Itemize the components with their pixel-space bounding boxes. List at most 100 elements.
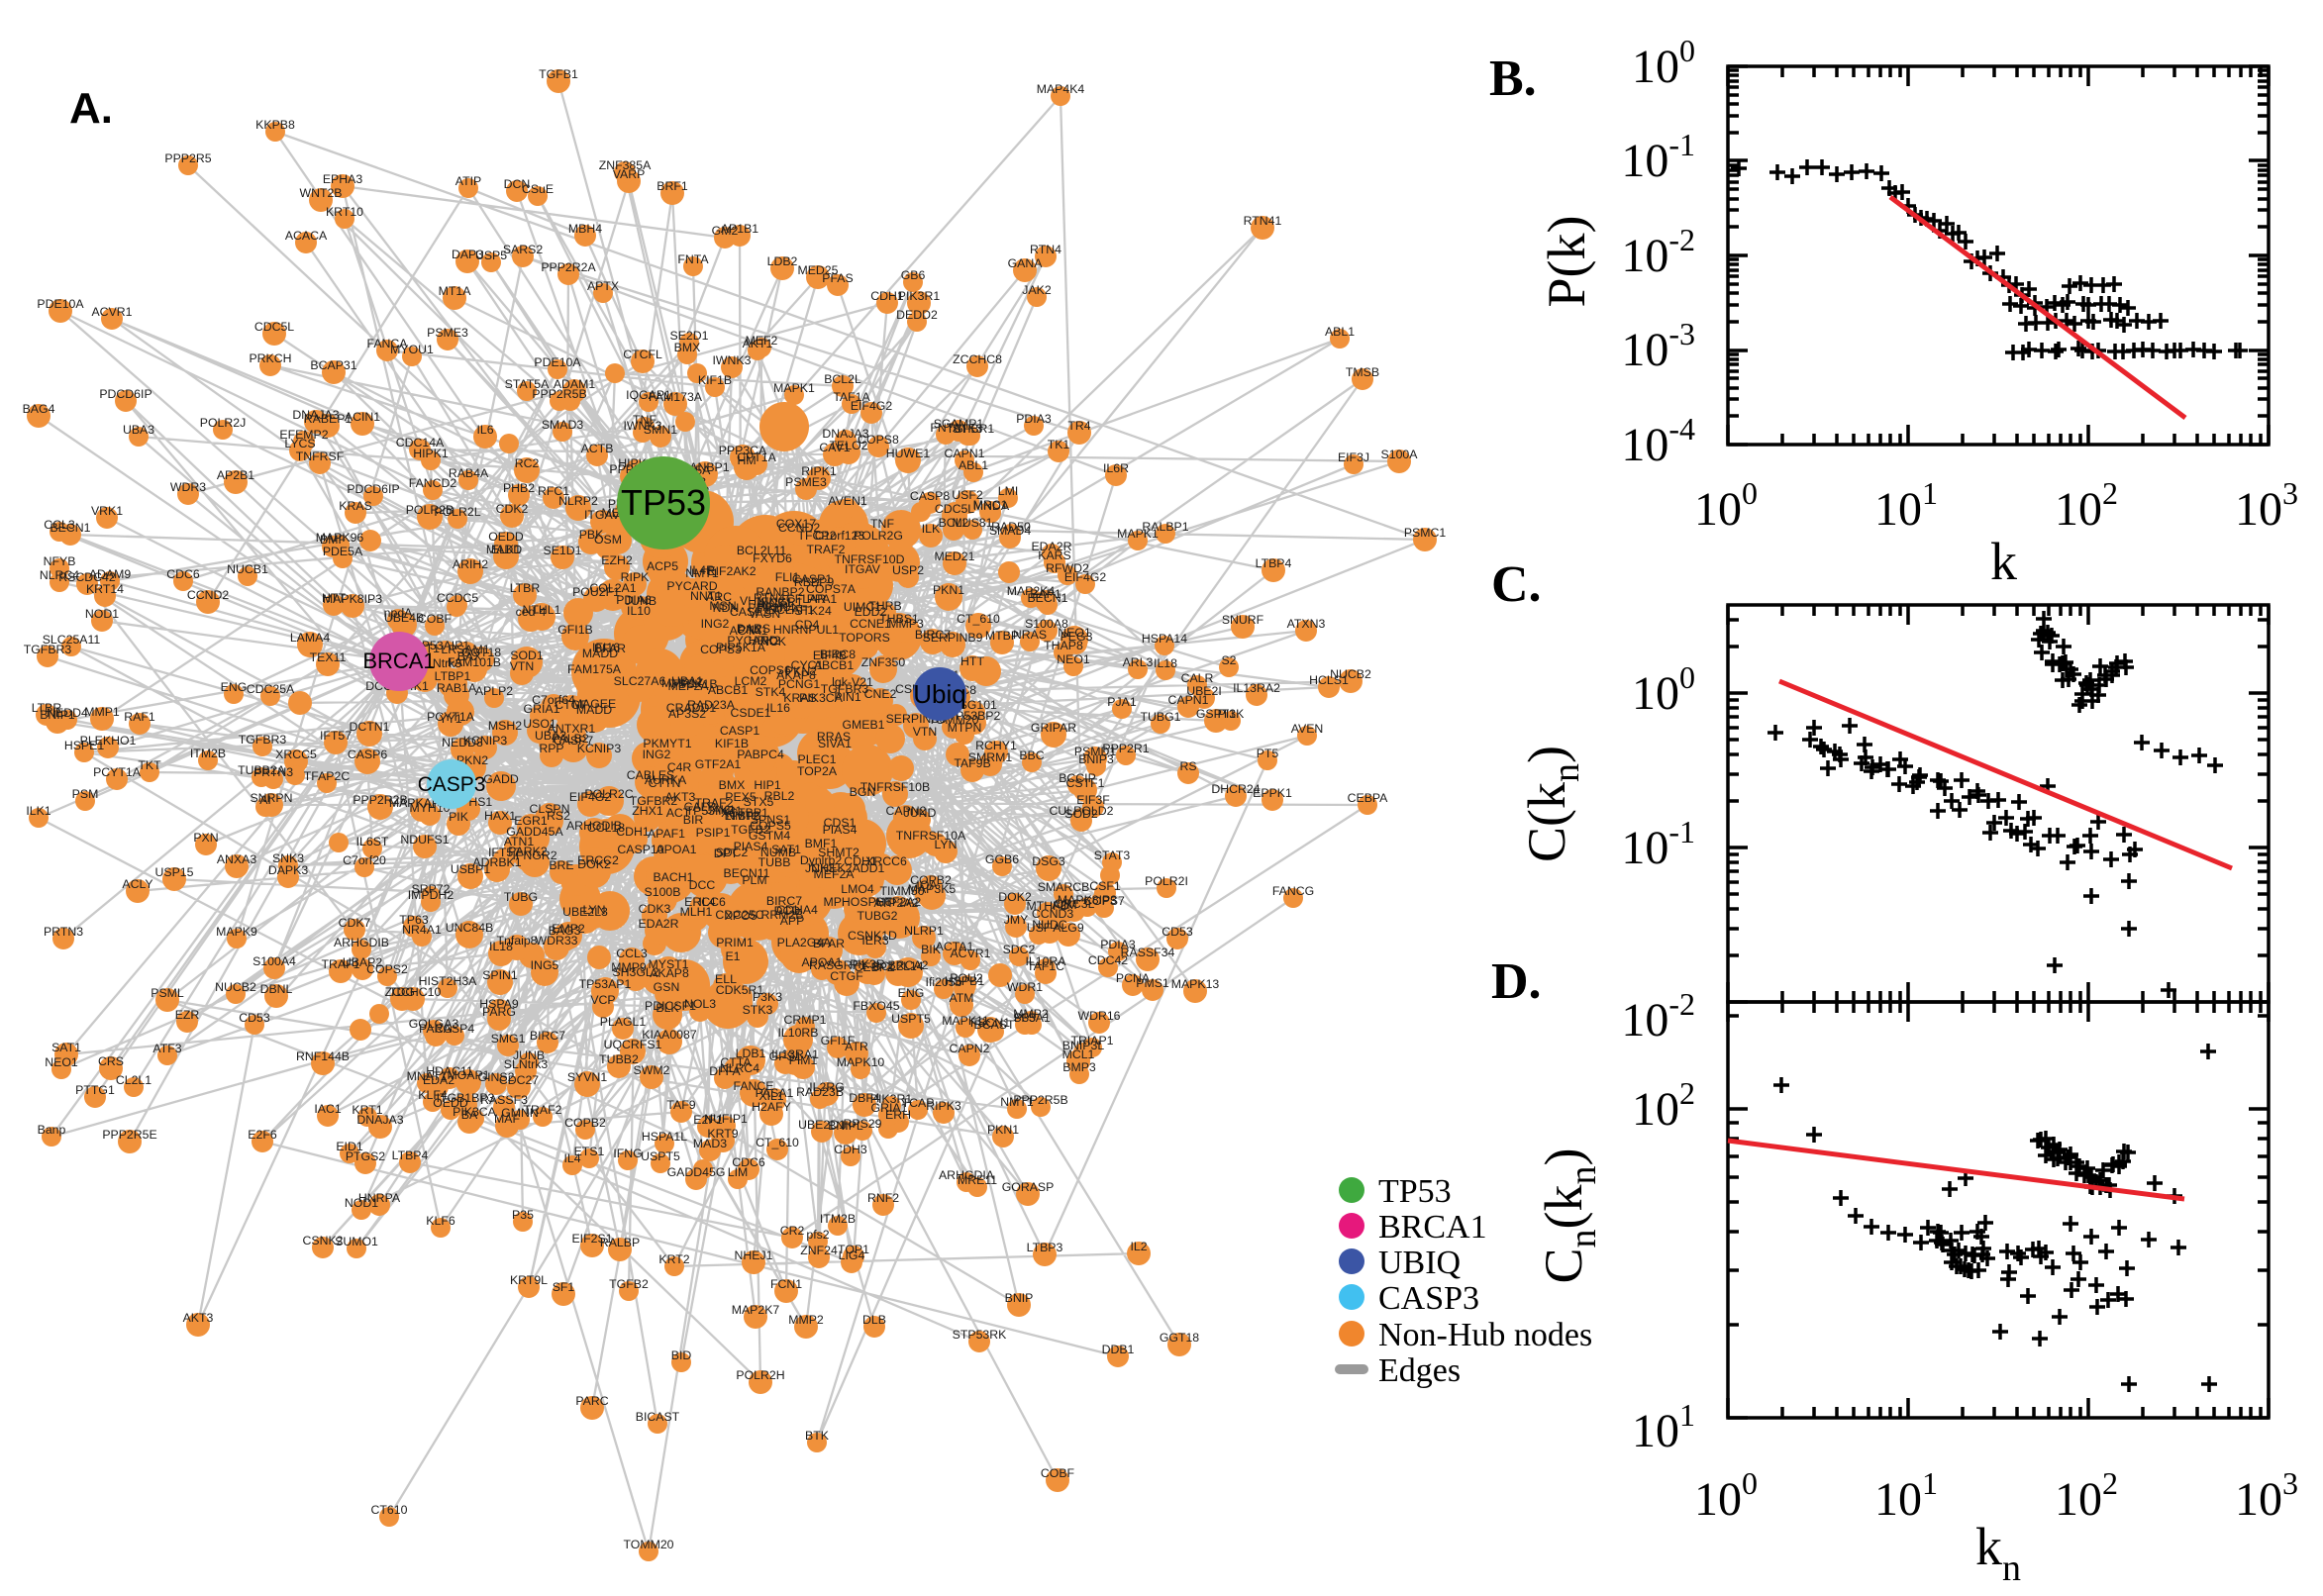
svg-text:RNF144B: RNF144B (296, 1049, 350, 1063)
svg-text:CDC5L: CDC5L (935, 502, 974, 516)
svg-text:TUBG: TUBG (504, 890, 538, 904)
svg-text:MAP4K4: MAP4K4 (1037, 82, 1085, 96)
svg-text:SLC25A11: SLC25A11 (43, 633, 101, 647)
svg-text:TIMM50: TIMM50 (879, 884, 924, 898)
svg-text:ARHGDIB: ARHGDIB (566, 819, 622, 833)
svg-text:STP53RK: STP53RK (953, 1328, 1007, 1342)
svg-text:SMN1: SMN1 (644, 423, 677, 437)
svg-text:ABCB1: ABCB1 (708, 683, 748, 697)
svg-text:EIF4G2: EIF4G2 (569, 790, 612, 804)
svg-text:UBAP2: UBAP2 (343, 955, 382, 969)
svg-text:TOMM20: TOMM20 (623, 1538, 673, 1551)
svg-text:TEX11: TEX11 (310, 650, 347, 664)
svg-text:VARP: VARP (613, 167, 646, 181)
svg-text:NOL3: NOL3 (684, 997, 716, 1011)
svg-text:TGFB2: TGFB2 (609, 1277, 649, 1291)
svg-text:GANA: GANA (1008, 256, 1044, 270)
svg-text:TNFRSF10A: TNFRSF10A (896, 829, 966, 843)
svg-text:AVEN: AVEN (1291, 722, 1324, 736)
svg-text:ANXA3: ANXA3 (217, 852, 256, 866)
svg-text:TP63: TP63 (399, 913, 429, 927)
svg-text:Cn(kn): Cn(kn) (1534, 1148, 1604, 1284)
svg-text:DNAJA3: DNAJA3 (292, 408, 339, 422)
svg-text:ATN1: ATN1 (504, 835, 535, 848)
svg-text:IL13RA1: IL13RA1 (771, 1047, 819, 1061)
svg-text:RANBP2: RANBP2 (756, 585, 804, 599)
svg-text:MMP17: MMP17 (661, 676, 704, 690)
svg-text:XIL1: XIL1 (758, 1089, 783, 1103)
svg-text:LYN: LYN (934, 838, 957, 851)
svg-text:ALG9: ALG9 (1053, 921, 1084, 935)
svg-text:FANCD2: FANCD2 (409, 476, 457, 490)
svg-text:10-4: 10-4 (1621, 411, 1695, 471)
svg-text:C1orf123: C1orf123 (815, 529, 865, 543)
svg-text:UIMC1: UIMC1 (844, 600, 881, 614)
svg-text:ENG: ENG (221, 680, 248, 694)
svg-text:BAG4: BAG4 (23, 402, 55, 416)
svg-text:JMY: JMY (1004, 913, 1029, 927)
svg-text:RASGRF1: RASGRF1 (809, 958, 866, 972)
svg-text:LTBP4: LTBP4 (1256, 556, 1292, 570)
svg-text:GSN: GSN (654, 980, 680, 994)
svg-text:RPP: RPP (539, 742, 563, 755)
svg-text:PIP5K1A: PIP5K1A (716, 641, 766, 654)
svg-text:IL10: IL10 (627, 604, 651, 618)
svg-text:ARIH2: ARIH2 (453, 557, 488, 571)
svg-text:ATF3: ATF3 (152, 1042, 181, 1055)
svg-text:HSPA14: HSPA14 (1142, 632, 1187, 646)
svg-text:COPS3: COPS3 (700, 643, 742, 656)
svg-text:CCL3: CCL3 (616, 947, 648, 960)
svg-text:VTN: VTN (510, 659, 535, 673)
svg-text:CR2: CR2 (780, 1224, 805, 1238)
svg-text:BIRC8: BIRC8 (820, 648, 856, 661)
svg-text:FCN1: FCN1 (770, 1277, 802, 1291)
svg-text:CTCFL: CTCFL (623, 348, 662, 361)
svg-text:USPT5: USPT5 (891, 1012, 931, 1026)
svg-text:BRCA2: BRCA2 (887, 958, 928, 972)
svg-text:ERCC2: ERCC2 (577, 853, 619, 867)
svg-text:TUBG2: TUBG2 (858, 909, 898, 923)
svg-text:P(k): P(k) (1537, 216, 1596, 308)
svg-text:AKT3: AKT3 (665, 790, 696, 804)
svg-text:PDIA3: PDIA3 (1100, 938, 1136, 951)
svg-text:MCL1: MCL1 (1062, 1047, 1095, 1061)
svg-text:ELK1: ELK1 (491, 543, 521, 556)
svg-text:CDK3: CDK3 (639, 902, 671, 916)
svg-text:CFLAR: CFLAR (786, 592, 826, 606)
svg-text:POLR2C: POLR2C (584, 787, 633, 801)
svg-text:COPB2: COPB2 (910, 873, 952, 887)
svg-text:BMF: BMF (320, 533, 346, 547)
svg-text:BNIP3: BNIP3 (1078, 752, 1114, 766)
svg-text:NDUFS1: NDUFS1 (400, 833, 449, 847)
svg-text:KRAS: KRAS (783, 691, 817, 705)
svg-text:SMG1: SMG1 (491, 1032, 526, 1046)
svg-text:VCP: VCP (590, 993, 615, 1007)
svg-text:BNIP: BNIP (1005, 1291, 1034, 1305)
svg-text:TP53BP2: TP53BP2 (949, 709, 1001, 723)
svg-text:PSIP1: PSIP1 (696, 826, 731, 840)
svg-text:EDA2R: EDA2R (638, 917, 678, 931)
svg-text:APP: APP (780, 914, 805, 928)
svg-text:BMP3: BMP3 (1062, 1060, 1096, 1074)
svg-text:pfs2: pfs2 (806, 1228, 829, 1242)
svg-text:CDK2: CDK2 (496, 502, 529, 516)
svg-text:MADD: MADD (576, 703, 612, 717)
svg-text:BCL2L14: BCL2L14 (872, 959, 923, 973)
svg-text:SNRPN: SNRPN (250, 791, 292, 805)
svg-text:ABL1: ABL1 (959, 458, 988, 472)
svg-text:MAPK11: MAPK11 (942, 1014, 989, 1028)
svg-text:MAP2K4: MAP2K4 (1007, 584, 1056, 598)
svg-text:BID: BID (671, 1348, 692, 1362)
svg-text:ADAM9: ADAM9 (89, 567, 132, 581)
svg-text:IFNG: IFNG (613, 1147, 642, 1160)
svg-text:POLR2J: POLR2J (200, 416, 246, 430)
svg-text:NEDD8: NEDD8 (442, 736, 483, 749)
svg-text:TSSK1B: TSSK1B (670, 677, 717, 691)
svg-text:PDIA6: PDIA6 (616, 593, 652, 607)
svg-text:GB6: GB6 (901, 268, 926, 282)
svg-text:IL18: IL18 (1154, 656, 1177, 670)
svg-text:LDB1: LDB1 (736, 1047, 766, 1060)
svg-text:IWNK3: IWNK3 (624, 419, 662, 433)
svg-text:ATIP: ATIP (455, 174, 481, 188)
svg-text:RNF2: RNF2 (867, 1191, 899, 1205)
